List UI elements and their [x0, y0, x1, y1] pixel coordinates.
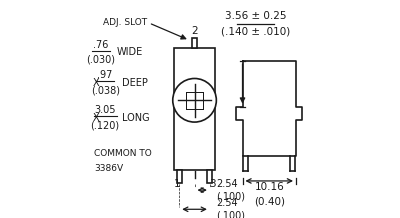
Text: WIDE: WIDE: [117, 47, 144, 57]
Text: (.140 ± .010): (.140 ± .010): [221, 27, 290, 37]
Bar: [192, 38, 197, 48]
Text: 10.16: 10.16: [254, 182, 284, 192]
Text: (.100): (.100): [216, 191, 245, 201]
Text: 3: 3: [209, 179, 215, 189]
Text: 3386V: 3386V: [94, 164, 123, 174]
Text: (0.40): (0.40): [254, 197, 285, 207]
Circle shape: [173, 78, 216, 122]
Text: 2.54: 2.54: [216, 198, 238, 208]
Bar: [177, 170, 182, 183]
Text: (.038): (.038): [91, 85, 120, 95]
Text: X: X: [93, 113, 100, 123]
Text: (.100): (.100): [216, 210, 245, 218]
Text: LONG: LONG: [122, 113, 149, 123]
Bar: [174, 48, 215, 170]
Text: ADJ. SLOT: ADJ. SLOT: [103, 18, 147, 27]
Text: (.120): (.120): [91, 120, 120, 130]
Text: COMMON TO: COMMON TO: [94, 149, 152, 158]
Text: DEEP: DEEP: [122, 78, 147, 88]
Bar: [208, 170, 212, 183]
Text: .76: .76: [93, 40, 108, 50]
Text: 2.54: 2.54: [216, 179, 238, 189]
Text: 2: 2: [191, 26, 198, 36]
Text: 1: 1: [174, 179, 180, 189]
Text: (.030): (.030): [86, 55, 115, 65]
Text: .97: .97: [98, 70, 113, 80]
Text: 3.05: 3.05: [94, 105, 116, 115]
Text: X: X: [93, 78, 100, 88]
Text: 3.56 ± 0.25: 3.56 ± 0.25: [225, 11, 286, 21]
